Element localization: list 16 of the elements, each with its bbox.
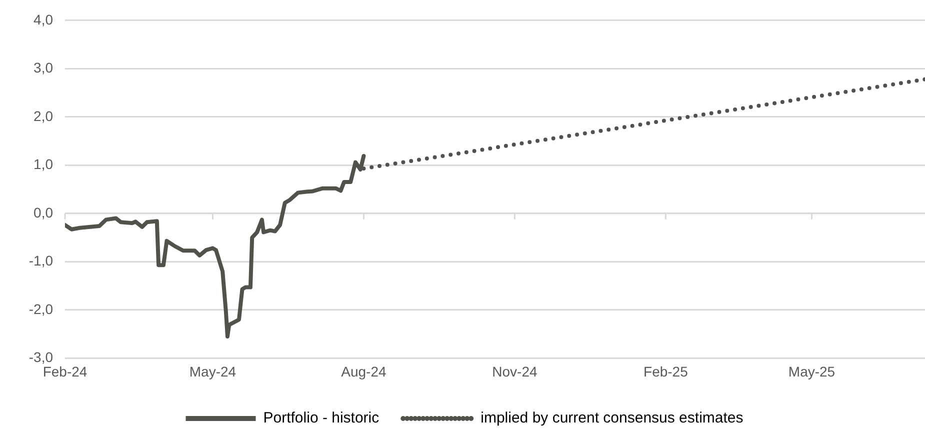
x-tick-label: May-24	[189, 363, 236, 380]
y-tick-label: 1,0	[34, 156, 54, 172]
x-tick-label: Feb-25	[644, 363, 688, 380]
legend-label: Portfolio - historic	[263, 410, 380, 427]
legend-label: implied by current consensus estimates	[480, 410, 744, 427]
y-tick-label: -2,0	[28, 300, 54, 317]
y-tick-label: 2,0	[34, 108, 54, 124]
x-tick-label: Feb-24	[42, 363, 88, 380]
y-tick-label: 4,0	[34, 11, 54, 28]
y-tick-label: -3,0	[28, 349, 54, 366]
y-tick-label: 0,0	[34, 204, 54, 220]
y-tick-label: -1,0	[28, 252, 54, 269]
x-tick-label: May-25	[788, 363, 836, 380]
x-tick-label: Nov-24	[492, 363, 538, 380]
x-tick-label: Aug-24	[341, 363, 386, 380]
y-tick-label: 3,0	[34, 60, 54, 76]
